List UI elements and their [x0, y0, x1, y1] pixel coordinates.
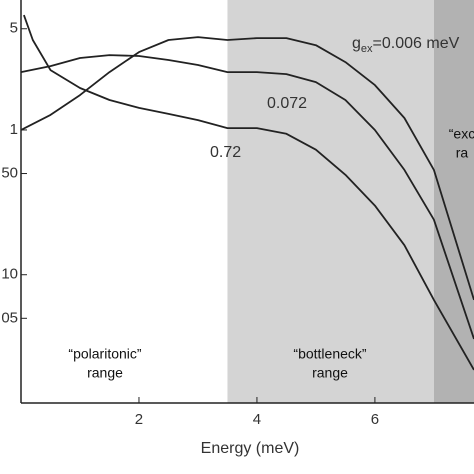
- x-tick-label: 6: [371, 411, 379, 428]
- annotation-text: 0.72: [210, 144, 241, 161]
- y-tick-label: 10: [1, 266, 18, 283]
- y-tick-label: 50: [1, 165, 18, 182]
- y-tick-label: 1: [10, 121, 18, 138]
- annotation-base: g: [352, 35, 361, 52]
- x-tick-label: 2: [135, 411, 143, 428]
- curve: [20, 36, 474, 301]
- annotation-sub: ex: [361, 43, 373, 55]
- y-tick-label: 5: [10, 20, 18, 37]
- annotation-text: 0.072: [267, 95, 307, 112]
- annotation: gex=0.006 meV: [352, 35, 460, 55]
- range-label: “polaritonic”: [68, 346, 141, 362]
- range-label: “exc: [449, 126, 474, 142]
- range-label: “bottleneck”: [293, 346, 366, 362]
- shaded-region: [433, 0, 474, 403]
- regions: [227, 0, 474, 403]
- y-tick-label: 05: [1, 309, 18, 326]
- range-label: range: [87, 365, 123, 381]
- shaded-region: [227, 0, 434, 403]
- curve: [23, 14, 474, 371]
- x-tick-label: 4: [253, 411, 261, 428]
- range-label: range: [312, 365, 348, 381]
- range-label: ra: [456, 145, 469, 161]
- annotation: 0.072: [267, 95, 307, 112]
- curve: [20, 54, 474, 340]
- x-axis-label: Energy (meV): [201, 440, 300, 457]
- annotation: 0.72: [210, 144, 241, 161]
- annotation-text: =0.006 meV: [373, 35, 460, 52]
